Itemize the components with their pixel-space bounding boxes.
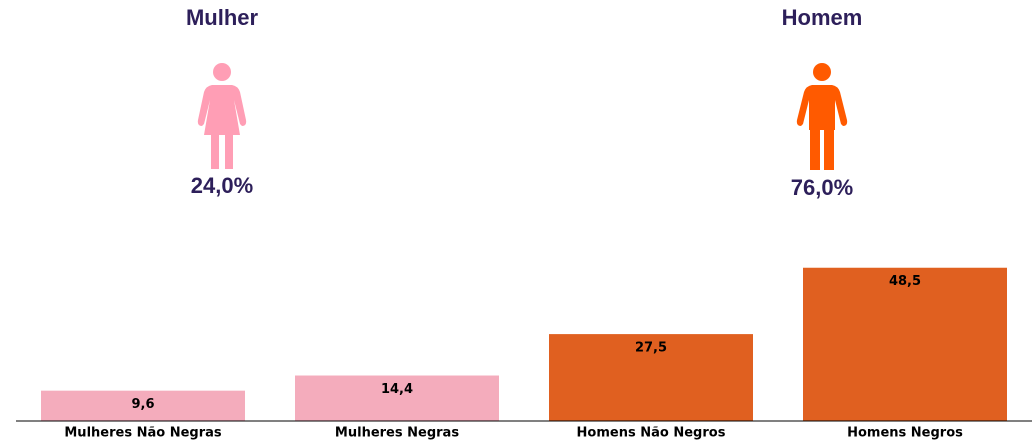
value-label: 27,5: [635, 341, 667, 356]
bar: [803, 267, 1007, 421]
value-label: 48,5: [889, 274, 921, 289]
group-title: Mulher: [186, 5, 259, 30]
value-label: 14,4: [381, 382, 413, 397]
x-tick-label: Homens Negros: [847, 426, 963, 441]
woman-icon: [197, 63, 247, 169]
bar: [41, 390, 245, 421]
man-icon: [796, 63, 848, 170]
bar: [295, 375, 499, 421]
bar: [549, 334, 753, 421]
x-tick-label: Mulheres Não Negras: [64, 426, 222, 441]
group-share: 24,0%: [191, 173, 253, 198]
x-tick-label: Mulheres Negras: [335, 426, 459, 441]
value-label: 9,6: [131, 397, 154, 412]
x-tick-label: Homens Não Negros: [577, 426, 726, 441]
group-title: Homem: [782, 5, 863, 30]
group-share: 76,0%: [791, 175, 853, 200]
